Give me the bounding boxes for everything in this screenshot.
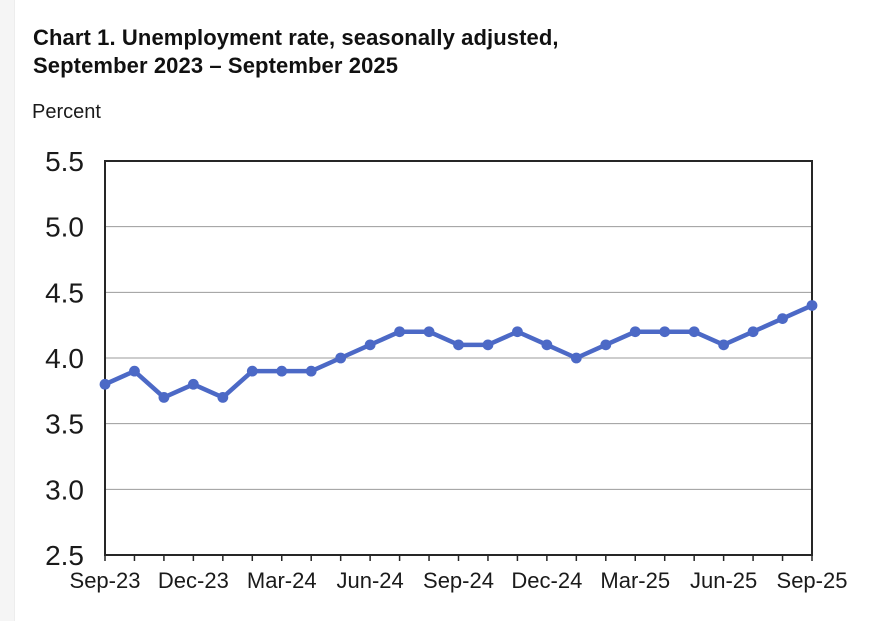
x-tick-label: Mar-24 xyxy=(247,568,317,593)
data-point xyxy=(482,339,494,351)
data-point xyxy=(129,365,140,377)
data-point xyxy=(570,352,582,364)
data-point xyxy=(394,326,405,338)
x-tick-label: Sep-24 xyxy=(423,568,494,593)
data-point xyxy=(217,392,229,403)
data-point xyxy=(777,313,788,324)
y-axis-unit-label: Percent xyxy=(32,101,101,123)
data-point xyxy=(659,326,671,338)
data-point xyxy=(747,326,759,338)
y-tick-label: 4.0 xyxy=(45,343,84,374)
data-point xyxy=(688,326,700,338)
data-point xyxy=(629,326,641,338)
data-point xyxy=(541,339,553,351)
data-point xyxy=(806,300,818,311)
data-point xyxy=(600,339,612,351)
data-point xyxy=(99,378,111,390)
x-tick-label: Jun-25 xyxy=(690,568,757,593)
x-tick-label: Mar-25 xyxy=(600,568,670,593)
y-tick-label: 3.0 xyxy=(45,474,84,505)
chart-title: Chart 1. Unemployment rate, seasonally a… xyxy=(33,24,559,80)
data-point xyxy=(305,365,317,377)
unemployment-rate-line xyxy=(102,303,815,400)
x-tick-label: Jun-24 xyxy=(336,568,403,593)
x-tick-label: Sep-23 xyxy=(70,568,141,593)
chart-title-line1: Chart 1. Unemployment rate, seasonally a… xyxy=(33,25,559,50)
x-tick-label: Dec-23 xyxy=(158,568,229,593)
data-point xyxy=(276,365,288,377)
data-point xyxy=(364,339,376,351)
y-tick-label: 3.5 xyxy=(45,409,84,440)
data-point xyxy=(453,339,464,351)
x-tick-label: Sep-25 xyxy=(777,568,848,593)
data-point xyxy=(335,352,347,364)
data-point xyxy=(246,365,258,377)
x-tick-label: Dec-24 xyxy=(511,568,582,593)
data-point xyxy=(512,326,523,338)
page-edge-strip xyxy=(0,0,15,621)
y-tick-label: 5.5 xyxy=(45,146,84,177)
data-point xyxy=(423,326,435,338)
y-tick-label: 4.5 xyxy=(45,277,84,308)
y-tick-label: 5.0 xyxy=(45,212,84,243)
chart-title-line2: September 2023 – September 2025 xyxy=(33,53,399,78)
data-point xyxy=(187,378,199,390)
y-tick-label: 2.5 xyxy=(45,540,84,571)
data-point xyxy=(158,392,170,403)
data-point xyxy=(718,339,730,351)
